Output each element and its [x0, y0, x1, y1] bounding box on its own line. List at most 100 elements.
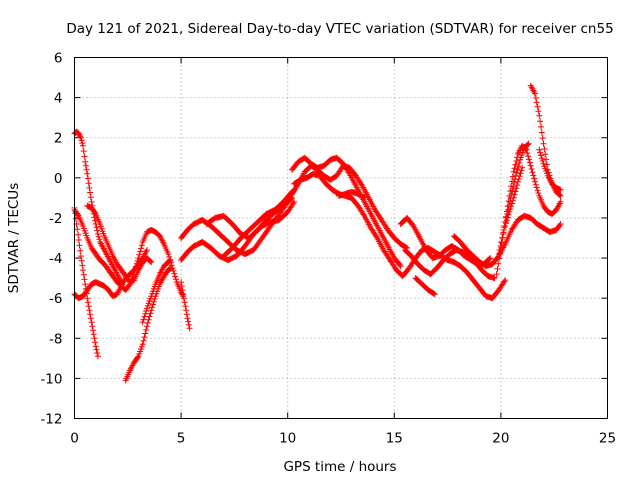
data-point [77, 247, 84, 254]
data-point [87, 189, 94, 196]
data-point [79, 262, 86, 269]
data-point [87, 315, 94, 322]
data-point [80, 142, 86, 149]
data-point [506, 208, 513, 215]
data-point [150, 301, 156, 308]
data-point [373, 233, 380, 240]
data-point [538, 129, 545, 136]
data-point [95, 231, 101, 237]
data-point [361, 194, 368, 201]
data-point [143, 326, 150, 333]
data-point [185, 318, 192, 325]
data-point [90, 331, 97, 338]
x-tick-label: 0 [70, 431, 79, 447]
data-point [80, 267, 86, 274]
data-point [500, 227, 507, 233]
data-point [518, 167, 525, 174]
data-point [170, 267, 177, 274]
data-point [496, 247, 503, 253]
data-point [81, 153, 88, 160]
data-point [141, 334, 148, 341]
data-point [557, 186, 564, 193]
data-point [82, 162, 89, 169]
data-point [502, 277, 509, 284]
data-point [512, 188, 519, 195]
data-point [78, 257, 85, 264]
data-point [141, 313, 148, 320]
data-point [184, 315, 191, 322]
data-point [556, 222, 563, 229]
x-axis-label: GPS time / hours [283, 459, 396, 475]
data-point [93, 346, 100, 353]
data-point [537, 149, 544, 156]
data-point [514, 166, 521, 173]
data-point [83, 166, 90, 173]
y-tick-label: 0 [54, 171, 63, 187]
data-point [138, 245, 144, 252]
data-point [178, 290, 185, 297]
data-point [291, 198, 298, 205]
y-tick-label: -8 [49, 331, 62, 347]
data-point [526, 159, 533, 166]
data-point [519, 164, 526, 171]
series-arc18 [402, 247, 498, 282]
data-point [513, 169, 520, 176]
series-arc25 [536, 146, 564, 193]
data-point [144, 320, 151, 326]
data-point [360, 194, 367, 201]
tick-label-layer: 0 5 10 15 20 25 -12 -10 -8 -6 -4 -2 0 2 4 6 [40, 51, 616, 447]
data-point [183, 307, 190, 314]
data-point [77, 134, 84, 141]
data-point [526, 156, 532, 163]
series-arc4 [71, 247, 150, 302]
y-tick-label: -2 [49, 211, 62, 227]
x-tick-label: 25 [599, 431, 616, 447]
data-point [142, 310, 149, 317]
data-point [397, 263, 404, 270]
y-tick-label: 4 [54, 91, 63, 107]
data-point [503, 217, 510, 224]
y-tick-label: 2 [54, 131, 63, 147]
series-arc13 [289, 162, 411, 251]
data-point [137, 248, 144, 255]
data-point [180, 295, 187, 302]
data-point [77, 133, 84, 140]
data-point [511, 165, 518, 172]
data-point [74, 226, 81, 233]
data-point [85, 175, 91, 182]
data-point [85, 180, 92, 187]
x-tick-label: 10 [279, 431, 296, 447]
data-point [171, 270, 178, 277]
data-point [513, 185, 520, 192]
data-point [139, 341, 146, 348]
data-point [86, 307, 93, 314]
data-point [491, 275, 498, 282]
data-point [535, 108, 542, 115]
data-point [72, 215, 79, 222]
data-point [430, 290, 437, 297]
data-point [396, 261, 403, 268]
data-point [180, 291, 187, 298]
data-layer [71, 82, 564, 384]
data-point [529, 169, 536, 176]
data-point [88, 198, 95, 205]
series-arc16 [335, 188, 368, 201]
series-arc8 [178, 279, 193, 332]
data-point [146, 313, 153, 320]
data-point [148, 259, 155, 266]
data-point [78, 137, 85, 144]
data-point [532, 95, 539, 101]
data-point [502, 223, 509, 229]
data-point [77, 253, 84, 260]
data-point [510, 194, 517, 201]
data-point [173, 276, 179, 283]
data-point [136, 251, 143, 258]
data-point [149, 304, 156, 311]
data-point [541, 146, 548, 152]
data-point [536, 146, 543, 153]
data-point [79, 140, 86, 147]
data-point [94, 350, 101, 356]
data-point [84, 295, 91, 302]
data-point [525, 140, 532, 147]
data-point [511, 191, 518, 198]
